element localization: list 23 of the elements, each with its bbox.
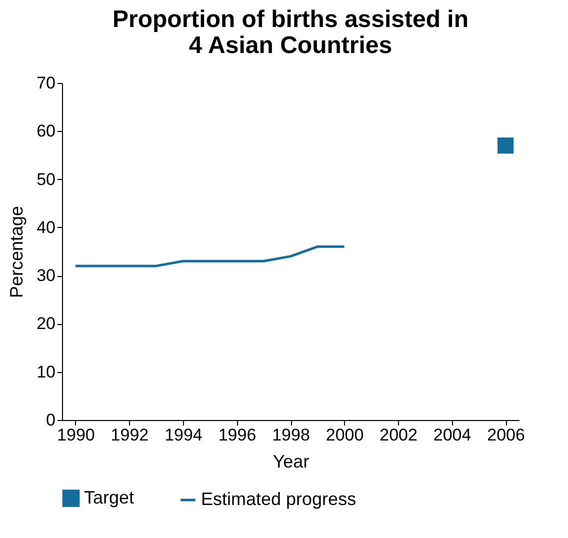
y-tick-label: 50 <box>36 170 56 189</box>
legend-label: Estimated progress <box>201 489 356 509</box>
x-tick-label: 1990 <box>57 426 95 444</box>
x-tick-label: 2006 <box>487 426 525 444</box>
x-axis-title: Year <box>272 452 310 472</box>
y-tick-label: 20 <box>36 314 56 334</box>
y-tick-label: 70 <box>36 74 56 92</box>
x-tick-label: 2002 <box>380 426 418 444</box>
x-tick-label: 2000 <box>326 426 364 444</box>
x-tick-label: 1998 <box>272 426 310 444</box>
x-tick-label: 1992 <box>110 426 149 444</box>
x-tick-label: 2004 <box>433 426 472 444</box>
legend-label: Target <box>84 487 134 508</box>
line-series <box>74 245 346 268</box>
x-tick-label: 1996 <box>218 426 256 444</box>
y-tick-label: 40 <box>36 218 56 237</box>
y-tick-label: 30 <box>36 266 56 286</box>
y-axis-title: Percentage <box>6 206 27 298</box>
y-tick-label: 0 <box>46 410 56 430</box>
y-tick-label: 60 <box>36 122 56 141</box>
chart-title: Proportion of births assisted in 4 Asian Countries <box>112 6 469 59</box>
y-tick-label: 10 <box>36 362 56 382</box>
x-tick-label: 1994 <box>164 426 202 444</box>
